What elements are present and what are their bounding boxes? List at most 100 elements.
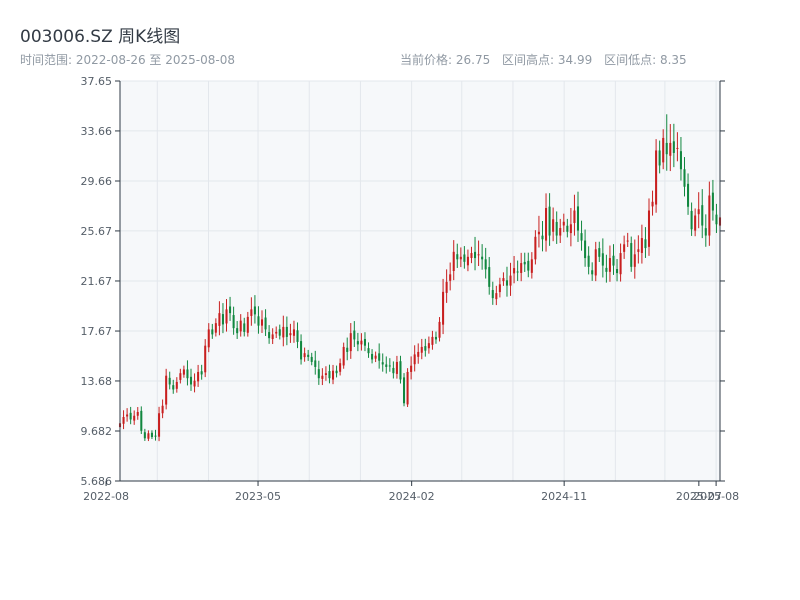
- candle-body: [399, 361, 402, 380]
- candle-body: [307, 354, 310, 357]
- candle-body: [246, 316, 249, 333]
- candle-body: [438, 321, 441, 338]
- candle-body: [697, 209, 700, 215]
- candle-body: [640, 238, 643, 253]
- candle-body: [502, 278, 505, 282]
- candle-body: [214, 323, 217, 333]
- candle-body: [598, 248, 601, 257]
- candle-body: [452, 251, 455, 272]
- candle-body: [545, 208, 548, 241]
- candle-body: [367, 348, 370, 354]
- x-tick-label: 2022-08: [83, 490, 129, 503]
- candle-body: [449, 274, 452, 281]
- candle-body: [413, 354, 416, 365]
- candle-body: [147, 433, 150, 439]
- candle-body: [321, 375, 324, 379]
- candle-body: [477, 254, 480, 256]
- candle-body: [378, 353, 381, 361]
- candle-body: [431, 336, 434, 345]
- candle-body: [651, 201, 654, 207]
- candle-body: [300, 341, 303, 360]
- candle-body: [633, 254, 636, 267]
- candle-body: [410, 365, 413, 372]
- candle-body: [186, 369, 189, 379]
- candle-body: [275, 331, 278, 334]
- y-tick-label: 37.65: [81, 75, 113, 88]
- candle-body: [271, 334, 274, 340]
- candle-body: [317, 369, 320, 379]
- y-tick-label: 25.67: [81, 225, 113, 238]
- candle-body: [655, 150, 658, 205]
- date-range-text: 时间范围: 2022-08-26 至 2025-08-08: [20, 53, 235, 67]
- candle-body: [672, 141, 675, 153]
- current-price-stat: 当前价格: 26.75: [400, 53, 491, 67]
- candle-body: [683, 169, 686, 187]
- candle-body: [154, 435, 157, 437]
- candle-body: [122, 417, 125, 424]
- candle-body: [580, 233, 583, 241]
- candle-body: [694, 215, 697, 231]
- candle-body: [388, 365, 391, 367]
- candle-body: [612, 255, 615, 266]
- candle-body: [623, 244, 626, 252]
- candle-body: [562, 221, 565, 226]
- candle-body: [395, 361, 398, 374]
- candle-body: [129, 412, 132, 420]
- candle-body: [126, 414, 129, 417]
- candle-body: [445, 281, 448, 293]
- candle-body: [442, 291, 445, 325]
- candle-body: [488, 267, 491, 287]
- candle-body: [402, 377, 406, 404]
- candle-body: [392, 367, 395, 374]
- x-tick-label: 2025-08: [693, 490, 739, 503]
- candle-body: [601, 253, 604, 266]
- candle-body: [225, 309, 228, 324]
- y-tick-label: 13.68: [81, 375, 113, 388]
- candle-body: [371, 353, 374, 360]
- candle-body: [576, 206, 580, 231]
- candle-body: [193, 380, 196, 387]
- candle-body: [353, 330, 356, 340]
- candle-body: [363, 338, 366, 346]
- x-tick-label: 2024-11: [541, 490, 587, 503]
- candle-body: [608, 258, 611, 272]
- candle-body: [303, 353, 306, 358]
- candle-body: [658, 150, 661, 166]
- candle-body: [456, 254, 459, 260]
- candle-body: [211, 329, 214, 335]
- candle-body: [165, 375, 168, 405]
- candle-body: [356, 341, 359, 345]
- candle-body: [541, 235, 544, 240]
- candle-body: [324, 373, 327, 376]
- candle-body: [669, 142, 672, 156]
- candle-body: [179, 373, 182, 380]
- candle-body: [555, 221, 558, 236]
- candle-body: [239, 320, 242, 332]
- candle-body: [264, 317, 267, 330]
- y-tick-label: 29.66: [81, 175, 113, 188]
- candle-body: [715, 214, 718, 225]
- candle-body: [250, 309, 253, 316]
- candle-body: [339, 363, 342, 372]
- candle-body: [243, 323, 246, 332]
- candle-body: [328, 371, 331, 379]
- candle-body: [459, 256, 462, 260]
- candle-body: [637, 249, 640, 252]
- candle-body: [143, 432, 146, 439]
- candle-body: [335, 370, 338, 374]
- candle-body: [584, 240, 587, 259]
- range-high-stat: 区间高点: 34.99: [502, 53, 593, 67]
- candle-body: [310, 356, 313, 362]
- candle-body: [481, 256, 484, 260]
- candle-body: [711, 192, 714, 211]
- candle-body: [690, 210, 693, 230]
- candle-body: [552, 219, 555, 232]
- candle-body: [687, 183, 690, 207]
- candle-body: [491, 290, 494, 299]
- candle-body: [605, 267, 608, 272]
- candle-body: [619, 253, 622, 275]
- candle-body: [207, 329, 210, 348]
- y-tick-label: 9.682: [81, 425, 113, 438]
- candle-body: [381, 362, 384, 365]
- candle-body: [534, 236, 537, 260]
